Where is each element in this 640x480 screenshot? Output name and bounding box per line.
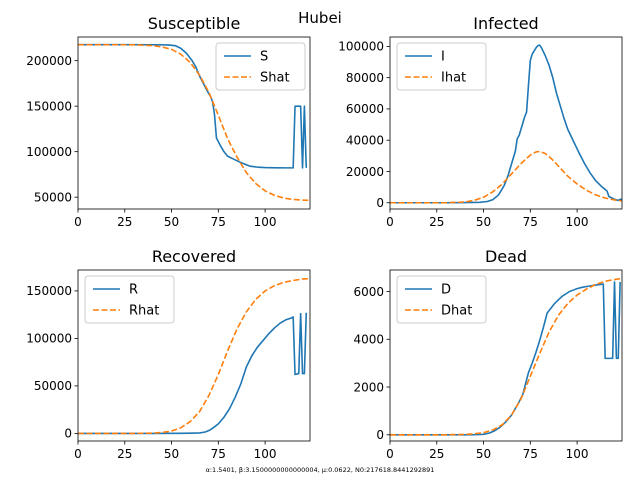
legend: D Dhat xyxy=(396,275,487,324)
panel-infected: Infected 0 25 50 75 100 0 20000 40000 60000 80000 1… xyxy=(338,14,623,229)
x-tick-label: 75 xyxy=(211,215,226,229)
legend-box xyxy=(396,275,487,324)
parameter-footnote: α:1.5401, β:3.1500000000000004, μ:0.0622… xyxy=(206,466,435,474)
y-tick-label: 100000 xyxy=(26,145,72,159)
y-tick-label: 20000 xyxy=(346,165,384,179)
y-tick-label: 40000 xyxy=(346,134,384,148)
series-line-s xyxy=(78,43,308,169)
panel-susceptible: Susceptible 0 25 50 75 100 50000 100000 150000 20… xyxy=(26,14,311,229)
legend-label-d: D xyxy=(441,283,451,298)
x-tick-label: 25 xyxy=(429,215,444,229)
y-tick-label: 150000 xyxy=(26,284,72,298)
y-tick-label: 50000 xyxy=(34,379,72,393)
x-tick-label: 50 xyxy=(164,447,179,461)
legend: S Shat xyxy=(215,42,306,91)
x-tick-label: 50 xyxy=(164,215,179,229)
y-tick-label: 6000 xyxy=(353,285,384,299)
axes-frame xyxy=(77,269,311,442)
panel-title: Infected xyxy=(473,14,538,33)
series-line-r xyxy=(78,312,308,435)
series-line-ihat xyxy=(390,150,622,204)
legend-box xyxy=(396,42,487,91)
panel-title: Recovered xyxy=(152,247,236,266)
y-tick-label: 200000 xyxy=(26,54,72,68)
x-tick-label: 75 xyxy=(523,447,538,461)
y-tick-label: 4000 xyxy=(353,333,384,347)
series-line-shat xyxy=(78,43,310,202)
x-tick-label: 0 xyxy=(386,215,394,229)
series-line-i xyxy=(390,44,622,204)
x-tick-label: 100 xyxy=(566,447,589,461)
legend-label-r: R xyxy=(129,283,138,298)
legend: I Ihat xyxy=(396,42,487,91)
legend-label-shat: Shat xyxy=(260,71,290,86)
y-tick-label: 100000 xyxy=(338,40,384,54)
legend-label-i: I xyxy=(441,50,445,65)
panel-recovered: Recovered 0 25 50 75 100 0 50000 100000 150000 R Rh… xyxy=(26,247,311,461)
y-tick-label: 60000 xyxy=(346,102,384,116)
legend: R Rhat xyxy=(84,275,175,324)
x-tick-label: 50 xyxy=(476,215,491,229)
y-tick-label: 150000 xyxy=(26,99,72,113)
legend-label-s: S xyxy=(260,50,268,65)
series-line-d xyxy=(390,281,621,436)
x-tick-label: 75 xyxy=(211,447,226,461)
series-line-rhat xyxy=(78,277,310,435)
legend-label-ihat: Ihat xyxy=(441,71,466,86)
y-tick-label: 2000 xyxy=(353,380,384,394)
y-tick-label: 0 xyxy=(376,196,384,210)
x-tick-label: 0 xyxy=(74,215,82,229)
panel-title: Dead xyxy=(485,247,527,266)
legend-label-rhat: Rhat xyxy=(129,304,159,319)
legend-box xyxy=(215,42,306,91)
y-tick-label: 100000 xyxy=(26,332,72,346)
figure-suptitle: Hubei xyxy=(298,9,342,27)
axes-frame xyxy=(77,36,311,210)
y-tick-label: 80000 xyxy=(346,71,384,85)
x-tick-label: 25 xyxy=(117,447,132,461)
legend-box xyxy=(84,275,175,324)
axes-frame xyxy=(389,269,623,442)
y-tick-label: 0 xyxy=(64,427,72,441)
x-tick-label: 75 xyxy=(523,215,538,229)
x-tick-label: 25 xyxy=(117,215,132,229)
panel-title: Susceptible xyxy=(148,14,241,33)
y-tick-label: 50000 xyxy=(34,190,72,204)
axes-frame xyxy=(389,36,623,210)
x-tick-label: 50 xyxy=(476,447,491,461)
series-line-dhat xyxy=(390,277,622,436)
x-tick-label: 25 xyxy=(429,447,444,461)
y-tick-label: 0 xyxy=(376,428,384,442)
x-tick-label: 0 xyxy=(386,447,394,461)
x-tick-label: 100 xyxy=(254,447,277,461)
x-tick-label: 100 xyxy=(566,215,589,229)
panel-dead: Dead 0 25 50 75 100 0 2000 4000 6000 D Dhat xyxy=(353,247,623,461)
legend-label-dhat: Dhat xyxy=(441,304,472,319)
x-tick-label: 0 xyxy=(74,447,82,461)
x-tick-label: 100 xyxy=(254,215,277,229)
